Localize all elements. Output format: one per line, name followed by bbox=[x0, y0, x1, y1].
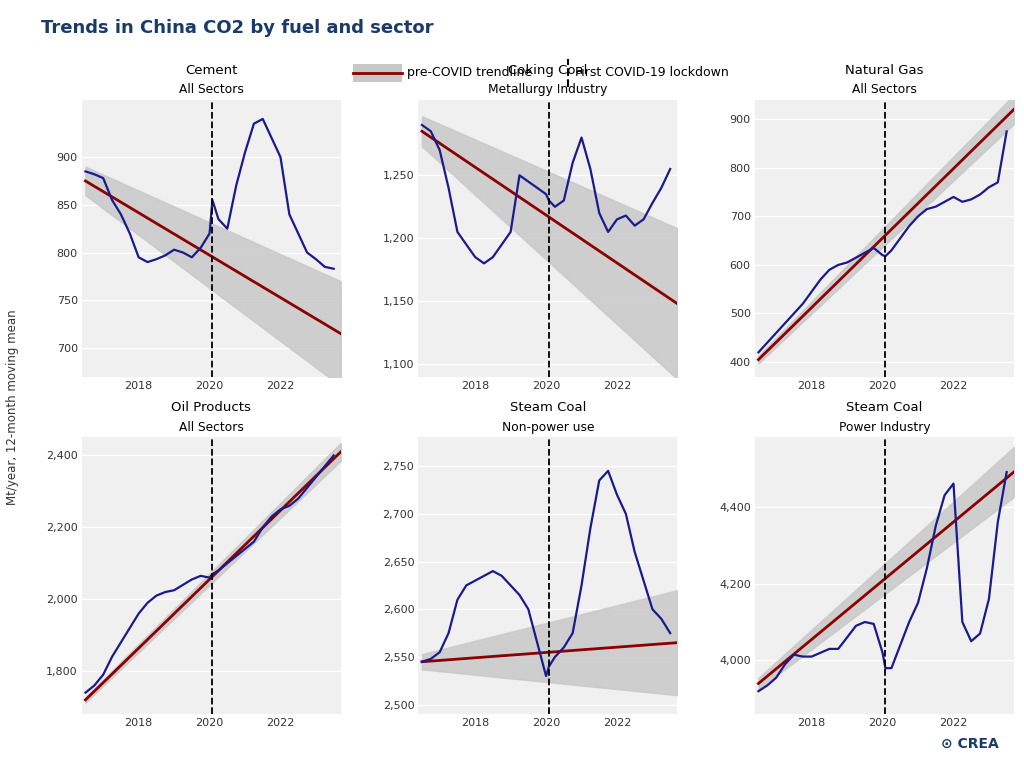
Text: Oil Products: Oil Products bbox=[171, 402, 251, 415]
Text: Cement: Cement bbox=[185, 64, 238, 77]
Text: All Sectors: All Sectors bbox=[179, 83, 244, 96]
Text: All Sectors: All Sectors bbox=[852, 83, 916, 96]
Text: Non-power use: Non-power use bbox=[502, 421, 594, 433]
Text: All Sectors: All Sectors bbox=[179, 421, 244, 433]
Text: First COVID-19 lockdown: First COVID-19 lockdown bbox=[575, 67, 729, 79]
Text: Trends in China CO2 by fuel and sector: Trends in China CO2 by fuel and sector bbox=[41, 19, 433, 37]
Text: Mt/year, 12-month moving mean: Mt/year, 12-month moving mean bbox=[6, 310, 18, 505]
Text: pre-COVID trendline: pre-COVID trendline bbox=[407, 67, 531, 79]
Text: Steam Coal: Steam Coal bbox=[846, 402, 923, 415]
Text: Steam Coal: Steam Coal bbox=[510, 402, 586, 415]
Text: Metallurgy Industry: Metallurgy Industry bbox=[488, 83, 607, 96]
Text: Natural Gas: Natural Gas bbox=[845, 64, 924, 77]
Text: Coking Coal: Coking Coal bbox=[508, 64, 588, 77]
Text: ⊙ CREA: ⊙ CREA bbox=[941, 737, 998, 751]
Text: Power Industry: Power Industry bbox=[839, 421, 930, 433]
